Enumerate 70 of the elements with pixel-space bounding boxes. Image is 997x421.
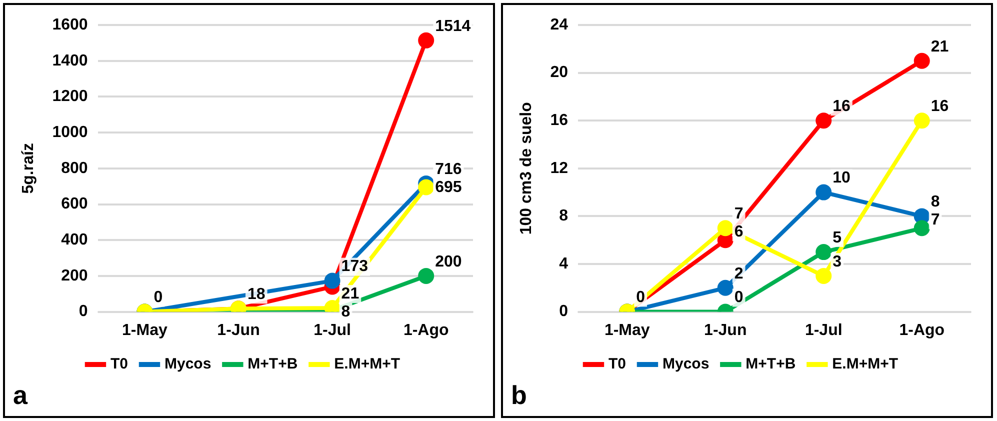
legend-label: E.M+M+T bbox=[334, 356, 400, 373]
legend-label: E.M+M+T bbox=[832, 356, 898, 373]
data-label: 8 bbox=[930, 194, 940, 211]
text: a bbox=[13, 380, 28, 410]
data-label: 0 bbox=[636, 289, 646, 306]
y-tick-label: 1400 bbox=[52, 52, 88, 70]
y-tick-label: 4 bbox=[559, 255, 568, 272]
data-label: 7 bbox=[734, 206, 744, 223]
legend-label: T0 bbox=[110, 356, 128, 373]
y-tick-label: 800 bbox=[61, 160, 88, 177]
data-label: 16 bbox=[832, 98, 851, 116]
text: b bbox=[511, 380, 527, 410]
legend-label: Mycos bbox=[164, 356, 212, 373]
data-label: 21 bbox=[341, 285, 360, 302]
point bbox=[816, 268, 832, 284]
y-tick-label: 24 bbox=[550, 16, 568, 34]
point bbox=[717, 280, 734, 296]
x-tick-label: 1-Ago bbox=[899, 322, 945, 339]
x-tick-label: 1-May bbox=[604, 322, 650, 339]
point bbox=[418, 179, 434, 196]
y-tick-label: 400 bbox=[61, 232, 88, 249]
data-label: 8 bbox=[341, 303, 350, 320]
data-label: 0 bbox=[734, 289, 744, 306]
data-label: 18 bbox=[247, 286, 266, 303]
x-tick-label: 1-Jul bbox=[314, 322, 351, 339]
data-label: 695 bbox=[435, 178, 462, 196]
legend-label: T0 bbox=[608, 356, 626, 373]
point bbox=[816, 184, 832, 200]
point bbox=[816, 244, 832, 260]
point bbox=[324, 272, 340, 289]
y-axis-title: 100 cm3 de suelo bbox=[518, 102, 536, 235]
x-tick-label: 1-Jun bbox=[704, 322, 747, 339]
point bbox=[418, 268, 434, 284]
data-label: 0 bbox=[154, 289, 163, 306]
y-tick-label: 16 bbox=[550, 112, 568, 130]
legend-label: M+T+B bbox=[746, 356, 796, 373]
y-tick-label: 12 bbox=[550, 160, 568, 177]
point bbox=[914, 52, 930, 69]
point bbox=[914, 220, 930, 236]
data-label: 1514 bbox=[435, 18, 471, 35]
data-label: 2 bbox=[734, 265, 744, 282]
y-tick-label: 8 bbox=[559, 208, 568, 225]
y-tick-label: 1000 bbox=[52, 124, 88, 141]
data-label: 3 bbox=[832, 253, 842, 270]
data-label: 173 bbox=[341, 258, 368, 276]
x-tick-label: 1-Jul bbox=[804, 322, 842, 339]
y-tick-label: 0 bbox=[78, 303, 88, 320]
legend-label: Mycos bbox=[662, 356, 710, 373]
data-label: 16 bbox=[930, 98, 949, 116]
data-label: 5 bbox=[832, 229, 842, 246]
data-label: 6 bbox=[734, 224, 744, 241]
legend-label: M+T+B bbox=[248, 356, 298, 373]
y-tick-label: 1200 bbox=[52, 88, 88, 106]
data-label: 716 bbox=[435, 160, 462, 178]
y-tick-label: 0 bbox=[559, 303, 568, 320]
y-tick-label: 1600 bbox=[52, 16, 88, 34]
x-tick-label: 1-May bbox=[122, 322, 168, 339]
x-tick-label: 1-Jun bbox=[217, 322, 260, 339]
point bbox=[816, 112, 832, 129]
y-tick-label: 20 bbox=[550, 64, 568, 82]
data-label: 10 bbox=[832, 170, 851, 187]
x-tick-label: 1-Ago bbox=[403, 322, 449, 339]
data-label: 21 bbox=[930, 38, 949, 56]
data-label: 7 bbox=[930, 212, 940, 229]
point bbox=[914, 112, 930, 129]
data-label: 200 bbox=[435, 253, 462, 270]
y-axis-title: 5g.raíz bbox=[20, 143, 38, 194]
y-tick-label: 200 bbox=[61, 267, 88, 284]
point bbox=[717, 220, 734, 236]
y-tick-label: 600 bbox=[61, 196, 88, 213]
